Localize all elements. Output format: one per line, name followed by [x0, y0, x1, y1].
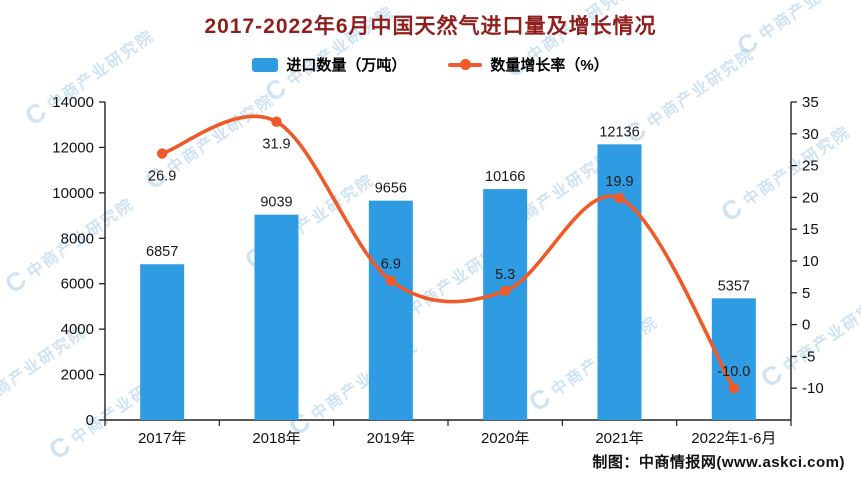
source-credit: 制图：中商情报网(www.askci.com) — [592, 454, 845, 471]
x-axis-category-label: 2018年 — [252, 430, 300, 447]
bar-value-label: 12136 — [599, 124, 639, 140]
bar-legend-swatch — [252, 57, 279, 72]
left-axis-tick-label: 0 — [86, 412, 94, 429]
growth-rate-point — [156, 148, 168, 159]
bar-value-label: 10166 — [485, 169, 525, 185]
left-axis-tick-label: 4000 — [61, 321, 94, 338]
x-axis-category-label: 2019年 — [367, 430, 415, 447]
right-axis-tick-label: 15 — [802, 221, 819, 238]
left-axis-tick-label: 8000 — [61, 230, 94, 247]
right-axis-tick-label: 35 — [802, 94, 819, 111]
x-axis-category-label: 2017年 — [138, 430, 186, 447]
left-axis-tick-label: 10000 — [52, 185, 94, 202]
left-axis-tick-label: 12000 — [52, 139, 94, 156]
bar-2019年 — [368, 200, 413, 420]
bar-2020年 — [483, 189, 528, 420]
legend-item-import-volume: 进口数量（万吨） — [252, 54, 406, 75]
growth-rate-line — [160, 114, 736, 390]
line-legend-dot — [459, 59, 471, 70]
x-axis-category-label: 2021年 — [595, 430, 643, 447]
growth-rate-label: 31.9 — [262, 137, 290, 153]
right-axis-tick-label: -5 — [802, 348, 815, 365]
chart-title: 2017-2022年6月中国天然气进口量及增长情况 — [204, 15, 657, 38]
growth-rate-point — [728, 383, 740, 394]
growth-rate-label: 26.9 — [148, 169, 176, 185]
growth-rate-label: 19.9 — [605, 174, 633, 190]
right-axis-tick-label: 5 — [802, 285, 810, 302]
right-axis-tick-label: 10 — [802, 253, 819, 270]
growth-rate-label: -10.0 — [717, 364, 750, 380]
right-axis-tick-label: 0 — [802, 317, 810, 334]
growth-rate-point — [499, 285, 511, 297]
legend: 进口数量（万吨） 数量增长率（%） — [0, 54, 861, 75]
right-axis-tick-label: 25 — [802, 158, 819, 175]
right-axis-tick-label: -10 — [802, 380, 824, 397]
bar-value-label: 9656 — [375, 181, 407, 197]
bar-2017年 — [140, 264, 185, 420]
bar-value-label: 6857 — [146, 244, 178, 260]
growth-rate-point — [385, 275, 397, 286]
x-axis-category-label: 2020年 — [481, 430, 529, 447]
legend-label-import-volume: 进口数量（万吨） — [286, 57, 407, 74]
growth-rate-label: 6.9 — [381, 257, 401, 273]
legend-label-growth-rate: 数量增长率（%） — [490, 57, 609, 74]
growth-rate-label: 5.3 — [495, 267, 515, 283]
bar-value-label: 9039 — [260, 195, 292, 211]
left-axis-tick-label: 6000 — [61, 276, 94, 293]
left-axis-tick-label: 14000 — [52, 94, 94, 111]
right-axis-tick-label: 20 — [802, 189, 819, 206]
left-axis-tick-label: 2000 — [61, 367, 94, 384]
growth-rate-point — [614, 192, 625, 204]
x-axis-category-label: 2022年1-6月 — [691, 430, 776, 447]
line-legend-swatch — [448, 59, 483, 70]
bar-2018年 — [254, 214, 299, 420]
bar-value-label: 5357 — [718, 278, 750, 294]
bar-2021年 — [597, 144, 642, 421]
legend-item-growth-rate: 数量增长率（%） — [448, 54, 609, 75]
combo-bar-line-chart: 0 2000 4000 6000 8000 10000 12000 14000 -10 -5 0 5 1… — [52, 94, 824, 447]
right-axis-tick-label: 30 — [802, 126, 819, 143]
growth-rate-point — [271, 116, 282, 127]
